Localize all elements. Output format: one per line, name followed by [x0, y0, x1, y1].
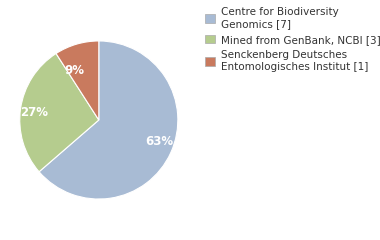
Text: 9%: 9%	[64, 64, 84, 77]
Text: 27%: 27%	[20, 106, 48, 119]
Text: 63%: 63%	[146, 135, 174, 148]
Wedge shape	[56, 41, 99, 120]
Wedge shape	[39, 41, 178, 199]
Legend: Centre for Biodiversity
Genomics [7], Mined from GenBank, NCBI [3], Senckenberg : Centre for Biodiversity Genomics [7], Mi…	[203, 5, 380, 74]
Wedge shape	[20, 54, 99, 172]
